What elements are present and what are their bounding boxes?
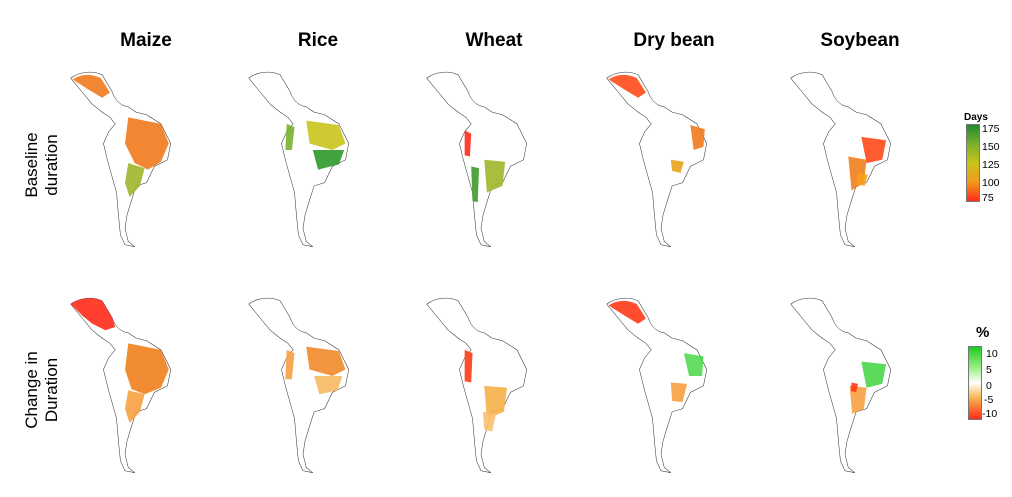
crop-title-soybean: Soybean	[820, 30, 900, 51]
region-change-maize-b	[125, 343, 169, 395]
legend-change: % 10 5 0 -5 -10	[966, 324, 1010, 424]
legend-baseline-tick: 175	[982, 123, 1000, 135]
region-change-wheat-c	[482, 411, 497, 432]
region-baseline-wheat-a	[464, 130, 472, 157]
region-change-rice-a	[306, 346, 346, 376]
region-baseline-wheat-b	[484, 159, 506, 193]
region-change-soybean-b	[849, 385, 867, 414]
map-baseline-rice	[248, 71, 350, 248]
legend-change-tick: -10	[982, 408, 998, 420]
legend-change-tick: 10	[986, 348, 998, 360]
crop-title-wheat: Wheat	[465, 30, 523, 51]
region-baseline-maize-b	[125, 117, 169, 170]
legend-baseline-colorbar	[966, 124, 980, 202]
legend-change-tick: 5	[986, 364, 992, 376]
region-baseline-dry-bean-a	[608, 74, 646, 98]
map-change-dry-bean	[606, 297, 708, 474]
map-baseline-maize	[70, 71, 172, 248]
region-baseline-soybean-c	[856, 172, 868, 186]
legend-baseline-tick: 150	[982, 141, 1000, 153]
map-baseline-wheat	[426, 71, 528, 248]
region-change-maize-c	[125, 390, 145, 424]
legend-baseline-tick: 125	[982, 159, 1000, 171]
legend-change-tick: -5	[984, 394, 994, 406]
legend-baseline-tick: 100	[982, 177, 1000, 189]
region-change-rice-b	[285, 349, 295, 380]
map-baseline-dry-bean	[606, 71, 708, 248]
legend-baseline-tick: 75	[982, 192, 994, 204]
map-change-maize	[70, 297, 172, 474]
region-change-wheat-a	[464, 349, 473, 383]
region-baseline-soybean-a	[861, 136, 887, 164]
legend-baseline: Days 175 150 125 100 75	[964, 112, 1008, 204]
crop-title-rice: Rice	[297, 30, 339, 51]
crop-title-dry-bean: Dry bean	[633, 30, 715, 51]
region-baseline-rice-c	[312, 150, 345, 170]
region-baseline-dry-bean-b	[690, 125, 705, 150]
region-change-maize-a	[70, 298, 116, 331]
map-change-rice	[248, 297, 350, 474]
region-change-rice-c	[314, 376, 343, 395]
map-baseline-soybean	[790, 71, 892, 248]
region-baseline-maize-a	[72, 74, 110, 98]
legend-baseline-title: Days	[964, 112, 988, 123]
region-baseline-rice-b	[285, 123, 295, 150]
legend-change-tick: 0	[986, 380, 992, 392]
legend-change-colorbar	[968, 346, 982, 420]
region-change-soybean-a	[861, 361, 887, 388]
region-change-dry-bean-a	[608, 300, 646, 324]
crop-title-maize: Maize	[120, 30, 172, 51]
region-change-dry-bean-b	[670, 382, 688, 403]
map-change-soybean	[790, 297, 892, 474]
region-change-wheat-b	[484, 385, 508, 419]
region-change-soybean-c	[850, 382, 859, 393]
legend-change-title: %	[976, 324, 990, 341]
region-baseline-maize-c	[125, 163, 145, 198]
region-baseline-rice-a	[306, 120, 346, 150]
region-baseline-wheat-c	[471, 166, 480, 203]
map-change-wheat	[426, 297, 528, 474]
region-change-dry-bean-c	[683, 353, 704, 376]
region-baseline-dry-bean-c	[670, 159, 684, 173]
